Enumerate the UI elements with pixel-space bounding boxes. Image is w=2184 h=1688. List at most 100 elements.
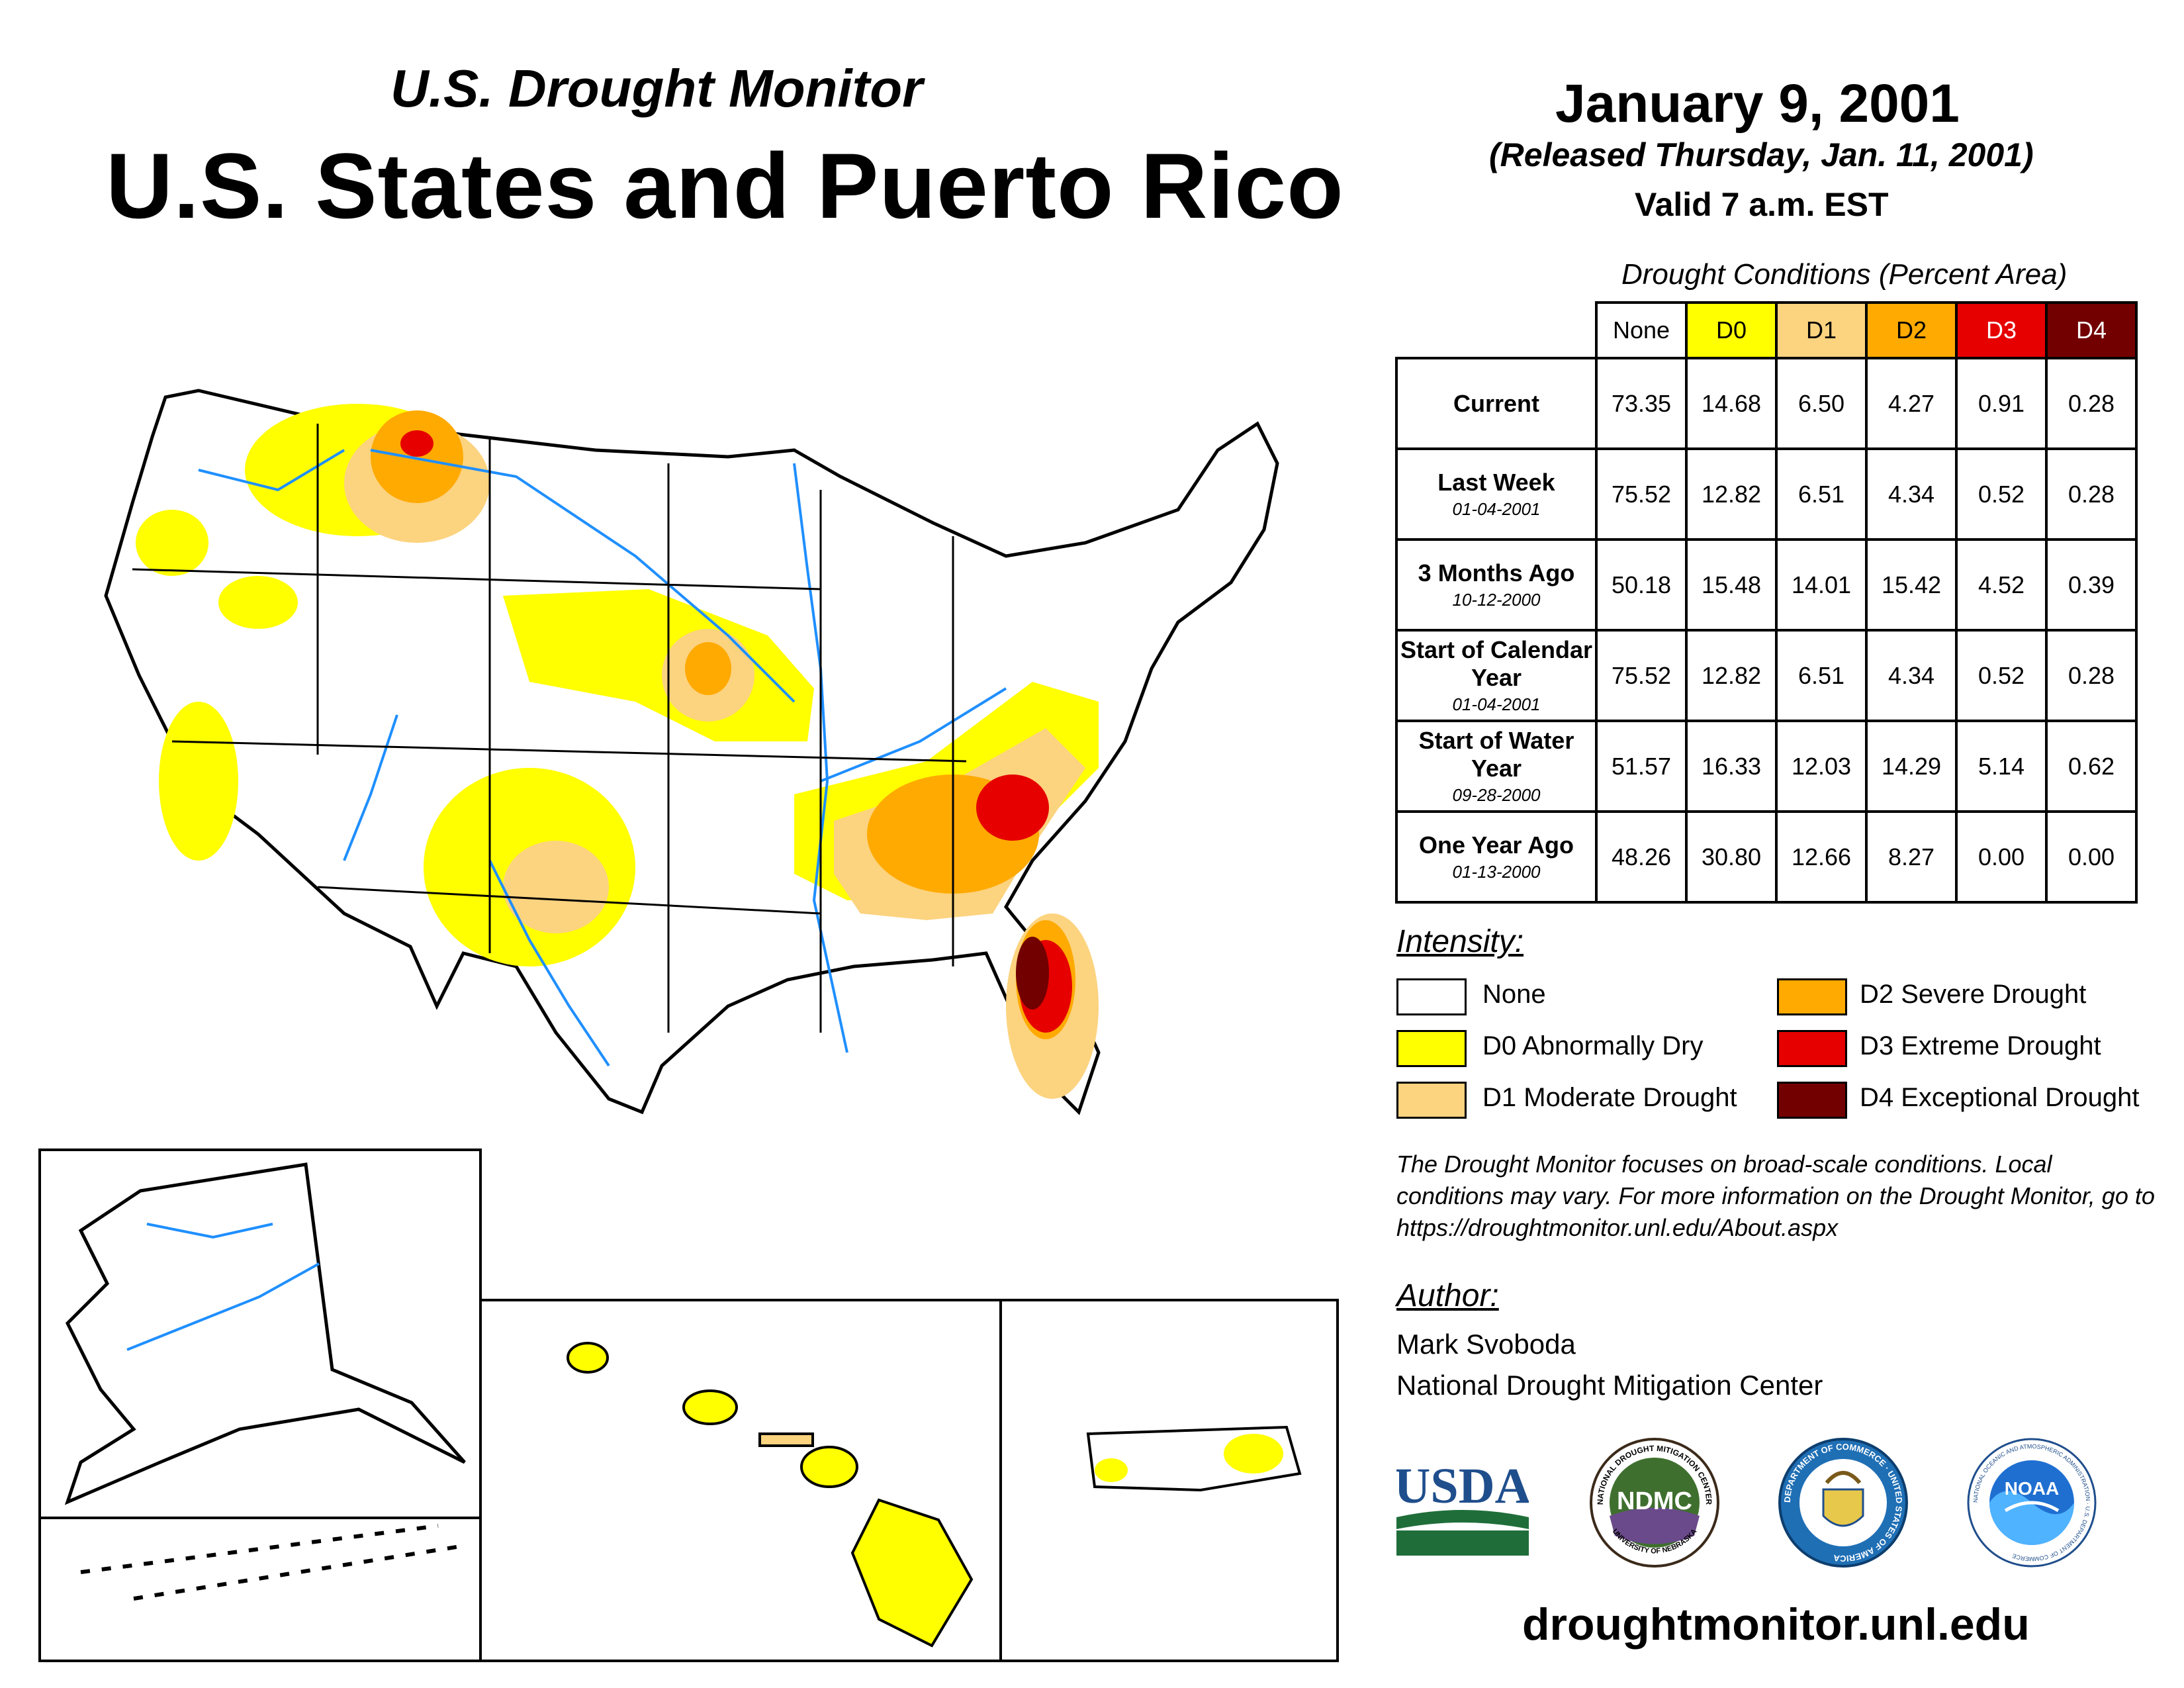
table-row: Start of Water Year 09-28-2000 51.57 16.3… [1395,720,2138,813]
cell: 73.35 [1595,357,1688,450]
table-row: One Year Ago 01-13-2000 48.26 30.80 12.66… [1395,810,2138,904]
legend-swatch-d3 [1777,1030,1847,1067]
conus-drought-map [104,389,1279,1115]
d0-area-california [159,702,238,861]
legend-swatch-d1 [1396,1082,1467,1119]
pr-d0-east [1224,1434,1283,1474]
hawaii-inset [479,1299,1002,1662]
noaa-wordmark: NOAA [2005,1478,2059,1499]
cell: 75.52 [1595,447,1688,541]
d3-area-montana [400,430,433,457]
col-header-d3: D3 [1955,301,2048,359]
cell: 48.26 [1595,810,1688,904]
ndmc-wordmark: NDMC [1617,1487,1692,1515]
alaska-outline [64,1162,466,1505]
cell: 30.80 [1685,810,1778,904]
row-label: Start of Water Year 09-28-2000 [1395,720,1598,813]
rio-grande [488,860,610,1067]
author-block: Mark Svoboda National Drought Mitigation… [1396,1324,1823,1406]
row-label: One Year Ago 01-13-2000 [1395,810,1598,904]
colorado-river [343,714,398,861]
puerto-rico-inset [999,1299,1339,1662]
table-row: Current 73.35 14.68 6.50 4.27 0.91 0.28 [1395,357,2138,450]
cell: 50.18 [1595,538,1688,632]
legend-label-none: None [1482,980,1546,1009]
alaska-inset [38,1149,482,1519]
columbia-river [198,449,345,492]
col-header-d0: D0 [1685,301,1778,359]
row-label: Start of Calendar Year 01-04-2001 [1395,629,1598,722]
state-borders [132,424,967,1033]
cell: 14.68 [1685,357,1778,450]
molokai [758,1432,814,1447]
col-header-none: None [1595,301,1688,359]
release-date: (Released Thursday, Jan. 11, 2001) [1489,136,2034,173]
drought-areas [136,404,1099,1099]
cell: 51.57 [1595,720,1688,813]
cell: 0.28 [2045,629,2138,722]
ohio-river [820,687,1007,782]
cell: 4.34 [1865,447,1958,541]
legend-swatch-d2 [1777,978,1847,1015]
usda-wordmark: USDA [1396,1458,1529,1514]
table-row: Last Week 01-04-2001 75.52 12.82 6.51 4.3… [1395,447,2138,541]
cell: 0.28 [2045,357,2138,450]
cell: 14.01 [1775,538,1868,632]
website-url[interactable]: droughtmonitor.unl.edu [1522,1599,2030,1650]
legend-label-d4: D4 Exceptional Drought [1860,1083,2140,1112]
cell: 15.48 [1685,538,1778,632]
author-name: Mark Svoboda [1396,1329,1576,1360]
d3-area-carolinas [976,774,1049,841]
alaska-map [64,1162,466,1505]
col-header-d4: D4 [2045,301,2138,359]
author-heading: Author: [1396,1278,1499,1313]
cell: 0.62 [2045,720,2138,813]
legend-swatch-none [1396,978,1467,1015]
cell: 0.52 [1955,629,2048,722]
rivers [198,449,1007,1067]
alaska-rivers [126,1223,320,1351]
maui [800,1446,858,1488]
table-row: 3 Months Ago 10-12-2000 50.18 15.48 14.01… [1395,538,2138,632]
map-subtitle: U.S. Drought Monitor [390,59,923,118]
map-title: U.S. States and Puerto Rico [106,134,1344,238]
cell: 6.50 [1775,357,1868,450]
table-caption: Drought Conditions (Percent Area) [1621,258,2068,291]
cell: 5.14 [1955,720,2048,813]
big-island [850,1498,974,1648]
mississippi-river [793,463,848,1053]
legend-label-d1: D1 Moderate Drought [1482,1083,1737,1112]
legend-label-d3: D3 Extreme Drought [1860,1031,2101,1060]
legend-swatch-d0 [1396,1030,1467,1067]
row-label: Last Week 01-04-2001 [1395,447,1598,541]
table-row: Start of Calendar Year 01-04-2001 75.52 1… [1395,629,2138,722]
row-label: 3 Months Ago 10-12-2000 [1395,538,1598,632]
puerto-rico-map [1086,1425,1302,1492]
d0-area-nevada [218,576,298,629]
missouri-river [370,449,796,703]
col-header-d2: D2 [1865,301,1958,359]
legend-swatch-d4 [1777,1082,1847,1119]
cell: 0.39 [2045,538,2138,632]
cell: 4.34 [1865,629,1958,722]
cell: 6.51 [1775,629,1868,722]
disclaimer-note: The Drought Monitor focuses on broad-sca… [1396,1150,2155,1241]
cell: 12.03 [1775,720,1868,813]
cell: 4.52 [1955,538,2048,632]
cell: 8.27 [1865,810,1958,904]
d4-area-florida [1016,937,1049,1009]
cell: 12.82 [1685,629,1778,722]
usda-logo: USDA [1396,1458,1529,1556]
cell: 75.52 [1595,629,1688,722]
cell: 0.00 [2045,810,2138,904]
cell: 15.42 [1865,538,1958,632]
col-header-d1: D1 [1775,301,1868,359]
cell: 0.52 [1955,447,2048,541]
cell: 14.29 [1865,720,1958,813]
conus-outline [104,389,1279,1115]
legend-label-d0: D0 Abnormally Dry [1482,1031,1704,1060]
cell: 12.66 [1775,810,1868,904]
cell: 4.27 [1865,357,1958,450]
noaa-logo: NOAA NATIONAL OCEANIC AND ATMOSPHERIC AD… [1967,1438,2097,1568]
legend-label-d2: D2 Severe Drought [1860,980,2087,1009]
